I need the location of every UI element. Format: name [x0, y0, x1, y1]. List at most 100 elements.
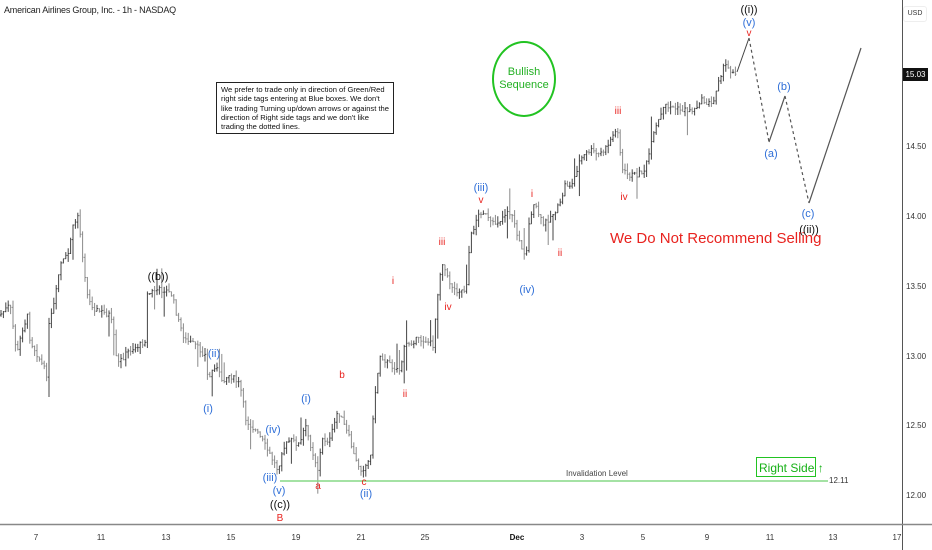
price-bar [393, 362, 396, 375]
price-tick: 14.50 [906, 142, 927, 152]
price-bar [439, 272, 442, 301]
price-bar [247, 416, 250, 431]
price-bar [206, 348, 209, 380]
price-bar [633, 171, 636, 175]
price-bar [129, 345, 132, 356]
price-bar [278, 465, 281, 474]
price-bar [696, 100, 698, 110]
price-bar [345, 419, 348, 434]
price-bar [2, 311, 5, 319]
price-bar [352, 442, 355, 455]
price-bar [391, 359, 394, 373]
price-bar [148, 292, 151, 295]
wave-labels: ((b))(ii)(i)(i)(iv)(iii)(v)((c))Babc(ii)… [148, 4, 819, 524]
price-bar [561, 192, 564, 205]
price-bar [295, 436, 298, 451]
price-bar [669, 101, 672, 115]
price-bar [566, 180, 569, 187]
right-side-tag: Right Side ↑ [756, 457, 824, 477]
price-bar [482, 210, 485, 215]
price-bar [19, 335, 22, 356]
price-bar [715, 90, 718, 105]
price-bar [636, 167, 638, 199]
price-bar [597, 152, 600, 158]
time-tick: 25 [420, 533, 430, 542]
price-bar [698, 102, 701, 109]
price-bar [655, 122, 658, 135]
price-bar [441, 264, 444, 281]
price-bar [537, 201, 540, 218]
price-bar [676, 101, 679, 116]
wave-label: ii [403, 389, 407, 400]
price-bar [688, 104, 691, 113]
price-bar [693, 107, 696, 116]
price-bar [127, 348, 130, 359]
price-bar [662, 106, 665, 120]
price-bar [160, 268, 163, 299]
price-bar [96, 304, 98, 312]
price-bar [712, 96, 715, 105]
price-bar [372, 415, 374, 459]
price-bar [240, 379, 242, 397]
bullish-sequence-text: Bullish Sequence [499, 66, 549, 91]
price-bar [302, 427, 305, 446]
price-bar [168, 283, 170, 293]
price-bar [288, 437, 290, 443]
wave-label: i [392, 276, 394, 287]
price-bar [297, 442, 300, 447]
price-tick: 14.00 [906, 212, 927, 221]
price-bar [628, 172, 631, 181]
trading-note: We prefer to trade only in direction of … [216, 82, 394, 135]
price-bar [400, 360, 403, 373]
price-bar [57, 274, 60, 293]
price-bar [364, 463, 367, 477]
price-bar [717, 76, 720, 92]
price-bar [158, 285, 161, 295]
price-bar [532, 204, 535, 219]
price-bar [511, 213, 514, 223]
wave-label: (iv) [265, 424, 280, 436]
price-bar [415, 336, 418, 346]
price-bar [115, 329, 118, 357]
time-tick: Dec [509, 533, 525, 542]
price-bar [588, 149, 590, 155]
price-bar [64, 252, 67, 260]
price-bar [672, 105, 674, 108]
price-bar [496, 216, 499, 228]
price-bar [460, 289, 463, 298]
current-price-tag: 15.03 [903, 68, 928, 81]
price-bar [208, 371, 211, 378]
price-bar [408, 341, 410, 347]
price-bar [384, 354, 386, 368]
price-bar [242, 387, 245, 408]
price-bar [62, 258, 65, 264]
price-bar [40, 354, 43, 366]
price-bar [722, 63, 725, 82]
price-bar [600, 147, 602, 157]
price-bar [571, 178, 574, 189]
price-bar [732, 69, 734, 74]
price-bar [535, 202, 538, 209]
price-bar [117, 353, 120, 367]
currency-button[interactable]: USD [903, 6, 927, 22]
price-bar [734, 66, 737, 77]
price-bar [592, 142, 595, 154]
price-bar [508, 188, 511, 220]
price-bar [362, 465, 365, 478]
price-bar [36, 344, 38, 363]
time-tick: 19 [291, 533, 301, 542]
wave-label: c [362, 477, 367, 488]
price-bar [266, 438, 269, 457]
price-bar [232, 374, 235, 383]
price-bar [405, 320, 408, 371]
price-bar [657, 118, 660, 128]
price-bar [98, 308, 101, 313]
price-bar [708, 98, 710, 107]
price-bar [355, 447, 358, 462]
price-bar [328, 432, 331, 448]
wave-label: i [531, 189, 533, 200]
price-bar [487, 208, 490, 222]
price-bar [331, 423, 334, 441]
price-bar [516, 219, 518, 241]
